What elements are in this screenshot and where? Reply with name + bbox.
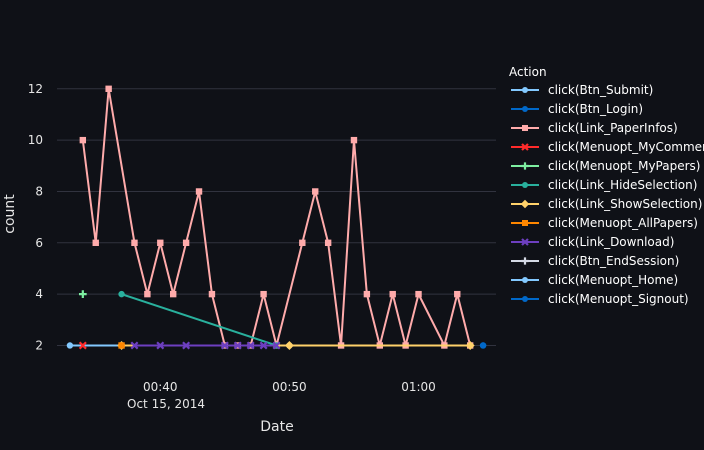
data-point bbox=[131, 240, 137, 246]
legend-item[interactable]: click(Link_ShowSelection) bbox=[511, 197, 702, 211]
y-tick-label: 4 bbox=[35, 287, 43, 301]
legend-title: Action bbox=[509, 65, 547, 79]
x-tick-label: 01:00 bbox=[401, 380, 436, 394]
data-point bbox=[390, 291, 396, 297]
data-point bbox=[79, 290, 87, 298]
y-tick-label: 12 bbox=[28, 82, 43, 96]
data-point bbox=[454, 291, 460, 297]
data-point bbox=[118, 291, 124, 297]
data-point bbox=[521, 162, 528, 169]
y-tick-label: 8 bbox=[35, 184, 43, 198]
x-axis-title: Date bbox=[260, 419, 293, 435]
series-line bbox=[122, 294, 277, 345]
y-tick-labels: 2 4 6 8 10 12 bbox=[28, 82, 43, 353]
legend-label: click(Menuopt_Signout) bbox=[548, 292, 689, 306]
data-point bbox=[67, 342, 73, 348]
legend-item[interactable]: click(Menuopt_Signout) bbox=[511, 292, 689, 306]
series bbox=[118, 342, 124, 348]
legend-label: click(Menuopt_MyPapers) bbox=[548, 159, 700, 173]
data-point bbox=[522, 106, 528, 112]
legend-item[interactable]: click(Link_HideSelection) bbox=[511, 178, 697, 192]
series-layer bbox=[67, 86, 487, 350]
x-tick-date-label: Oct 15, 2014 bbox=[127, 397, 205, 411]
data-point bbox=[183, 240, 189, 246]
data-point bbox=[285, 341, 294, 350]
data-point bbox=[521, 257, 528, 264]
data-point bbox=[522, 296, 528, 302]
legend-item[interactable]: click(Menuopt_MyComments) bbox=[511, 140, 704, 154]
series bbox=[80, 86, 474, 349]
legend-label: click(Menuopt_MyComments) bbox=[548, 140, 704, 154]
legend-item[interactable]: click(Btn_EndSession) bbox=[511, 254, 679, 268]
legend-item[interactable]: click(Link_Download) bbox=[511, 235, 674, 249]
legend-item[interactable]: click(Link_PaperInfos) bbox=[511, 121, 678, 135]
data-point bbox=[196, 188, 202, 194]
series-line bbox=[83, 89, 470, 346]
legend-item[interactable]: click(Menuopt_AllPapers) bbox=[511, 216, 698, 230]
legend-item[interactable]: click(Menuopt_Home) bbox=[511, 273, 678, 287]
legend: Action click(Btn_Submit) click(Btn_Login)… bbox=[509, 65, 704, 306]
legend-label: click(Btn_Submit) bbox=[548, 83, 653, 97]
x-tick-labels: Oct 15, 2014 00:40 00:50 01:00 bbox=[127, 380, 436, 411]
data-point bbox=[118, 342, 124, 348]
legend-label: click(Link_PaperInfos) bbox=[548, 121, 678, 135]
data-point bbox=[299, 240, 305, 246]
data-point bbox=[522, 125, 528, 131]
data-point bbox=[93, 240, 99, 246]
data-point bbox=[522, 220, 528, 226]
legend-label: click(Link_Download) bbox=[548, 235, 674, 249]
data-point bbox=[325, 240, 331, 246]
legend-label: click(Menuopt_AllPapers) bbox=[548, 216, 698, 230]
x-tick-label: 00:50 bbox=[272, 380, 307, 394]
data-point bbox=[144, 291, 150, 297]
series bbox=[79, 290, 87, 298]
data-point bbox=[170, 291, 176, 297]
legend-item[interactable]: click(Menuopt_MyPapers) bbox=[511, 159, 700, 173]
data-point bbox=[522, 182, 528, 188]
data-point bbox=[312, 188, 318, 194]
data-point bbox=[80, 137, 86, 143]
y-tick-label: 10 bbox=[28, 133, 43, 147]
y-tick-label: 6 bbox=[35, 236, 43, 250]
data-point bbox=[522, 277, 528, 283]
data-point bbox=[105, 86, 111, 92]
data-point bbox=[260, 291, 266, 297]
gridlines bbox=[57, 89, 496, 346]
legend-item[interactable]: click(Btn_Submit) bbox=[511, 83, 653, 97]
x-tick-label: 00:40 bbox=[143, 380, 178, 394]
data-point bbox=[522, 87, 528, 93]
data-point bbox=[364, 291, 370, 297]
series bbox=[480, 342, 486, 348]
legend-label: click(Menuopt_Home) bbox=[548, 273, 678, 287]
data-point bbox=[521, 200, 529, 208]
series bbox=[131, 342, 279, 348]
data-point bbox=[480, 342, 486, 348]
data-point bbox=[415, 291, 421, 297]
series bbox=[118, 291, 279, 349]
legend-item[interactable]: click(Btn_Login) bbox=[511, 102, 643, 116]
data-point bbox=[157, 240, 163, 246]
data-point bbox=[209, 291, 215, 297]
legend-label: click(Link_HideSelection) bbox=[548, 178, 697, 192]
legend-label: click(Btn_EndSession) bbox=[548, 254, 679, 268]
data-point bbox=[351, 137, 357, 143]
legend-label: click(Btn_Login) bbox=[548, 102, 643, 116]
legend-label: click(Link_ShowSelection) bbox=[548, 197, 702, 211]
y-tick-label: 2 bbox=[35, 338, 43, 352]
y-axis-title: count bbox=[2, 194, 18, 234]
